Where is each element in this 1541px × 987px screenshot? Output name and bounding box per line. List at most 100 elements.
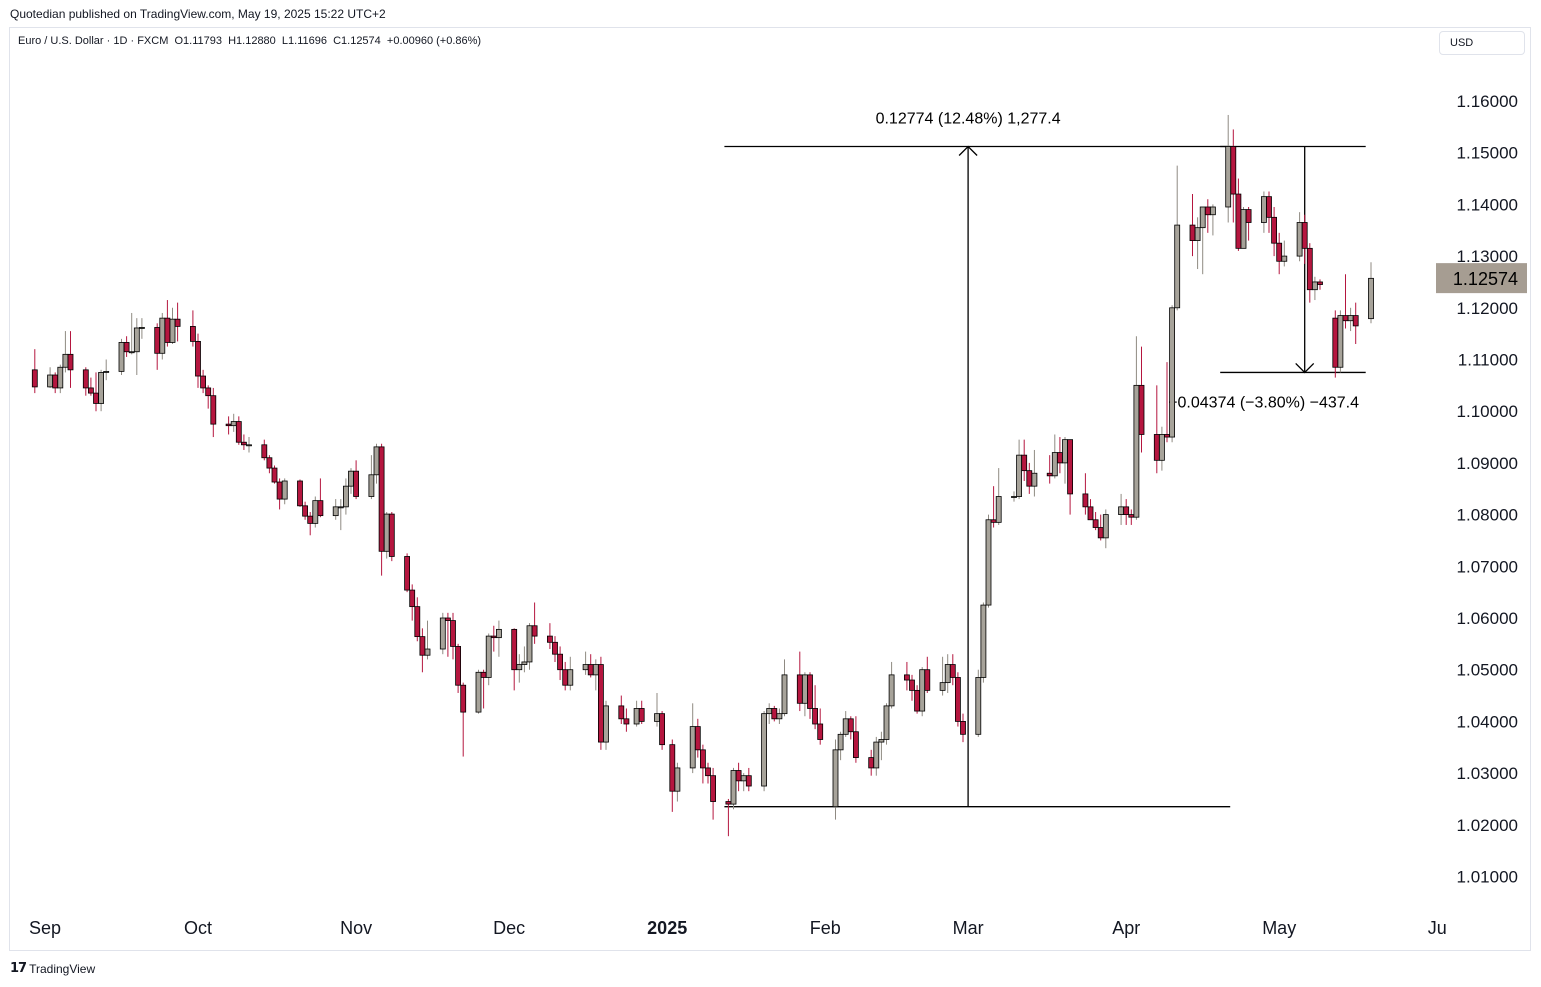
candle-body [271,467,278,483]
candle-body [302,505,309,517]
candle-body [123,342,130,353]
candle [521,646,528,673]
candle-body [1097,527,1104,539]
symbol-info[interactable]: Euro / U.S. Dollar · 1D · FXCM O1.11793 … [18,35,482,47]
candle [939,656,946,696]
price-tick-label: 1.14000 [1457,195,1518,214]
candle [1067,439,1073,515]
candle-body [1261,196,1267,223]
candle-body [404,556,411,591]
candle [1087,499,1094,521]
candle-body [837,733,844,751]
candle [638,700,645,724]
measure-tools[interactable]: 0.12774 (12.48%) 1,277.4 −0.04374 (−3.80%… [724,110,1366,808]
measure-label: 0.12774 (12.48%) 1,277.4 [876,110,1061,127]
price-range-measure[interactable]: 0.12774 (12.48%) 1,277.4 [724,110,1231,808]
candle-body [378,446,385,552]
candle [1194,217,1201,270]
price-tick-label: 1.11000 [1458,351,1518,370]
candle [1276,232,1283,275]
candle [1306,243,1313,303]
time-tick-label: Ju [1428,918,1447,938]
candle [1026,462,1033,494]
candle [654,692,660,727]
candle-body [1016,454,1022,497]
candle [103,359,110,381]
candle [1199,206,1206,275]
candle [909,674,915,701]
candle [511,628,518,691]
candle-body [944,664,951,684]
footer[interactable]: 17 TradingView [10,961,95,976]
candle-body [159,317,166,354]
candle-body [490,635,497,639]
candle-body [1011,496,1017,498]
candle-body [52,374,59,389]
candle [516,654,523,683]
time-axis[interactable]: Sep Oct Nov Dec 2025 Feb Mar Apr May Ju [29,918,1447,938]
currency-button[interactable]: USD [1439,31,1525,55]
candle-body [1026,470,1033,487]
candle-body [1245,209,1252,223]
price-axis[interactable]: 1.01000 1.02000 1.03000 1.04000 1.05000 1.060… [1436,92,1527,887]
candle [868,749,875,776]
candle [419,628,426,673]
candle [725,798,732,837]
candle [1046,455,1053,484]
candle-body [761,713,767,787]
price-tick-label: 1.15000 [1457,144,1518,163]
candle-body [847,718,854,733]
price-tick-label: 1.07000 [1457,557,1518,576]
candle-body [235,421,242,443]
candle [557,646,563,681]
candle [802,672,808,717]
candle-body [521,661,528,665]
candle [552,636,558,662]
price-range-measure[interactable]: −0.04374 (−3.80%) −437.4 [1168,145,1366,411]
candle [138,318,145,339]
candle-body [246,444,252,447]
candle [710,767,716,820]
price-tick-label: 1.09000 [1457,454,1518,473]
candle [975,669,982,737]
candle [949,654,956,686]
candle [490,625,497,652]
candle [1240,206,1247,249]
candle [705,762,711,784]
candle [1347,307,1354,332]
candle-body [868,757,875,769]
candle-body [980,604,987,678]
candle-body [337,506,344,509]
candle-body [557,653,563,671]
candle [1092,512,1099,531]
candle [700,744,706,784]
candle [761,711,767,792]
candle-body [511,628,518,671]
candle [240,434,247,450]
candle [1210,204,1216,236]
candle-body [654,713,660,722]
candle-body [598,664,604,743]
candle-body [1159,434,1165,461]
candle [1082,473,1089,515]
candle-body [587,664,594,676]
candle [31,349,38,394]
candle [246,437,252,453]
time-tick-label: Dec [493,918,525,938]
candle [1062,437,1068,484]
last-price-badge [1436,263,1527,294]
candle [878,731,885,761]
candle [475,669,482,714]
price-tick-label: 1.03000 [1457,764,1518,783]
candle [873,736,880,776]
candle [603,700,609,750]
candle-body [409,589,416,608]
candle [1266,191,1272,233]
candle [1051,434,1058,479]
candle [373,443,380,484]
candle-body [781,674,788,715]
candle-body [1133,384,1140,518]
candle [154,323,161,370]
candle-body [312,500,319,524]
